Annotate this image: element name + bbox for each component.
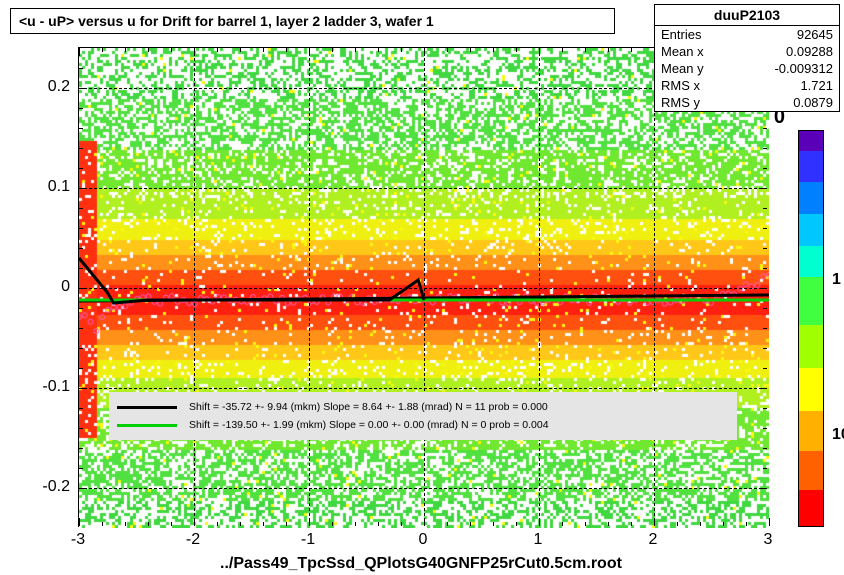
footer-filename: ../Pass49_TpcSsd_QPlotsG40GNFP25rCut0.5c… — [220, 555, 622, 573]
colorbar-segment — [799, 151, 823, 183]
colorbar-tick-label: 1 — [832, 271, 841, 289]
colorbar-segment — [799, 451, 823, 491]
ytick-label: -0.1 — [42, 378, 70, 396]
colorbar-tick-label: 10 — [832, 426, 844, 444]
colorbar-segment — [799, 325, 823, 368]
xtick-label: 1 — [534, 531, 543, 549]
stats-label: RMS y — [661, 95, 700, 110]
colorbar-segment — [799, 246, 823, 278]
plot-area: Shift = -35.72 +- 9.94 (mkm) Slope = 8.6… — [78, 47, 768, 527]
stats-value: 92645 — [797, 27, 833, 42]
xtick-label: 0 — [419, 531, 428, 549]
stats-value: 0.09288 — [786, 44, 833, 59]
stats-label: Entries — [661, 27, 701, 42]
ytick-label: 0.2 — [48, 78, 70, 96]
stats-row: Entries 92645 — [655, 26, 839, 43]
ytick-label: -0.2 — [42, 478, 70, 496]
fit-line-black-curve — [79, 48, 769, 528]
ytick-label: 0 — [61, 278, 70, 296]
legend-box: Shift = -35.72 +- 9.94 (mkm) Slope = 8.6… — [109, 392, 737, 440]
xtick-label: 2 — [649, 531, 658, 549]
stats-value: 0.0879 — [793, 95, 833, 110]
stats-name: duuP2103 — [655, 5, 839, 26]
legend-row: Shift = -35.72 +- 9.94 (mkm) Slope = 8.6… — [117, 398, 729, 416]
chart-title-box: <u - uP> versus u for Drift for barrel 1… — [10, 8, 615, 34]
stats-row: RMS y 0.0879 — [655, 94, 839, 111]
stats-row: Mean x 0.09288 — [655, 43, 839, 60]
colorbar-segment — [799, 277, 823, 324]
colorbar-segment — [799, 131, 823, 151]
legend-swatch — [117, 424, 177, 427]
legend-row: Shift = -139.50 +- 1.99 (mkm) Slope = 0.… — [117, 416, 729, 434]
stats-value: 1.721 — [800, 78, 833, 93]
x-axis-labels: -3-2-10123 — [78, 529, 768, 553]
legend-text: Shift = -35.72 +- 9.94 (mkm) Slope = 8.6… — [189, 401, 548, 413]
legend-swatch — [117, 406, 177, 409]
xtick-label: -2 — [186, 531, 200, 549]
stats-row: RMS x 1.721 — [655, 77, 839, 94]
colorbar-segment — [799, 214, 823, 246]
stats-box: duuP2103 Entries92645Mean x0.09288Mean y… — [654, 4, 840, 112]
stats-label: Mean y — [661, 61, 704, 76]
stats-label: RMS x — [661, 78, 700, 93]
ytick-label: 0.1 — [48, 178, 70, 196]
xtick-label: -3 — [71, 531, 85, 549]
stats-label: Mean x — [661, 44, 704, 59]
legend-text: Shift = -139.50 +- 1.99 (mkm) Slope = 0.… — [189, 419, 549, 431]
root-container: <u - uP> versus u for Drift for barrel 1… — [0, 0, 844, 575]
colorbar-segment — [799, 490, 823, 526]
y-axis-labels: -0.2 -0.1 0 0.1 0.2 — [0, 47, 74, 527]
xtick-label: -1 — [301, 531, 315, 549]
colorbar-segment — [799, 182, 823, 214]
xtick-label: 3 — [764, 531, 773, 549]
stats-value: -0.009312 — [774, 61, 833, 76]
stats-row: Mean y -0.009312 — [655, 60, 839, 77]
chart-title: <u - uP> versus u for Drift for barrel 1… — [19, 13, 434, 29]
colorbar-segment — [799, 368, 823, 411]
colorbar — [798, 130, 824, 527]
colorbar-segment — [799, 411, 823, 451]
